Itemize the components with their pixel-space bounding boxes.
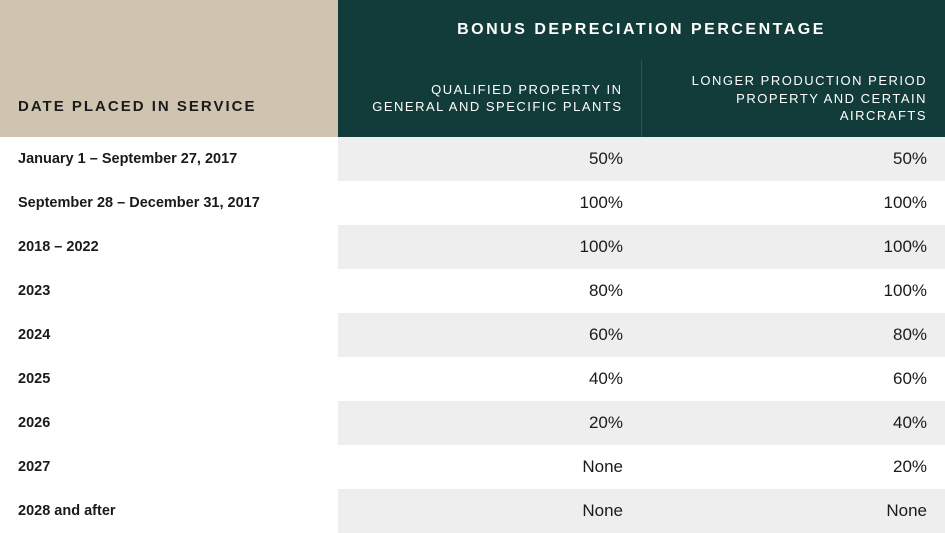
cell-qualified: 100% — [338, 181, 641, 225]
cell-date: 2027 — [0, 445, 338, 489]
cell-qualified: 40% — [338, 357, 641, 401]
table-row: 2018 – 2022100%100% — [0, 225, 945, 269]
cell-date: September 28 – December 31, 2017 — [0, 181, 338, 225]
cell-qualified: 100% — [338, 225, 641, 269]
cell-date: January 1 – September 27, 2017 — [0, 137, 338, 181]
table-row: 202380%100% — [0, 269, 945, 313]
cell-date: 2024 — [0, 313, 338, 357]
cell-longer-production: 100% — [641, 269, 945, 313]
cell-qualified: None — [338, 445, 641, 489]
table-body: January 1 – September 27, 201750%50%Sept… — [0, 137, 945, 533]
cell-qualified: 80% — [338, 269, 641, 313]
cell-date: 2025 — [0, 357, 338, 401]
cell-longer-production: 60% — [641, 357, 945, 401]
cell-date: 2018 – 2022 — [0, 225, 338, 269]
header-qualified-property: QUALIFIED PROPERTY IN GENERAL AND SPECIF… — [338, 60, 641, 137]
header-longer-production: LONGER PRODUCTION PERIOD PROPERTY AND CE… — [641, 60, 945, 137]
header-bonus-pct: BONUS DEPRECIATION PERCENTAGE — [338, 0, 945, 60]
cell-date: 2026 — [0, 401, 338, 445]
cell-longer-production: 50% — [641, 137, 945, 181]
header-date-placed: DATE PLACED IN SERVICE — [0, 0, 338, 137]
cell-qualified: 20% — [338, 401, 641, 445]
cell-longer-production: 80% — [641, 313, 945, 357]
cell-date: 2028 and after — [0, 489, 338, 533]
cell-qualified: 50% — [338, 137, 641, 181]
table-row: 202540%60% — [0, 357, 945, 401]
depreciation-table: DATE PLACED IN SERVICE BONUS DEPRECIATIO… — [0, 0, 945, 533]
table-row: 2028 and afterNoneNone — [0, 489, 945, 533]
table-row: 202620%40% — [0, 401, 945, 445]
cell-date: 2023 — [0, 269, 338, 313]
cell-longer-production: 100% — [641, 225, 945, 269]
table-row: 2027None20% — [0, 445, 945, 489]
cell-longer-production: 40% — [641, 401, 945, 445]
cell-longer-production: 20% — [641, 445, 945, 489]
table-row: 202460%80% — [0, 313, 945, 357]
cell-qualified: 60% — [338, 313, 641, 357]
table-row: September 28 – December 31, 2017100%100% — [0, 181, 945, 225]
table-row: January 1 – September 27, 201750%50% — [0, 137, 945, 181]
cell-longer-production: 100% — [641, 181, 945, 225]
cell-qualified: None — [338, 489, 641, 533]
cell-longer-production: None — [641, 489, 945, 533]
